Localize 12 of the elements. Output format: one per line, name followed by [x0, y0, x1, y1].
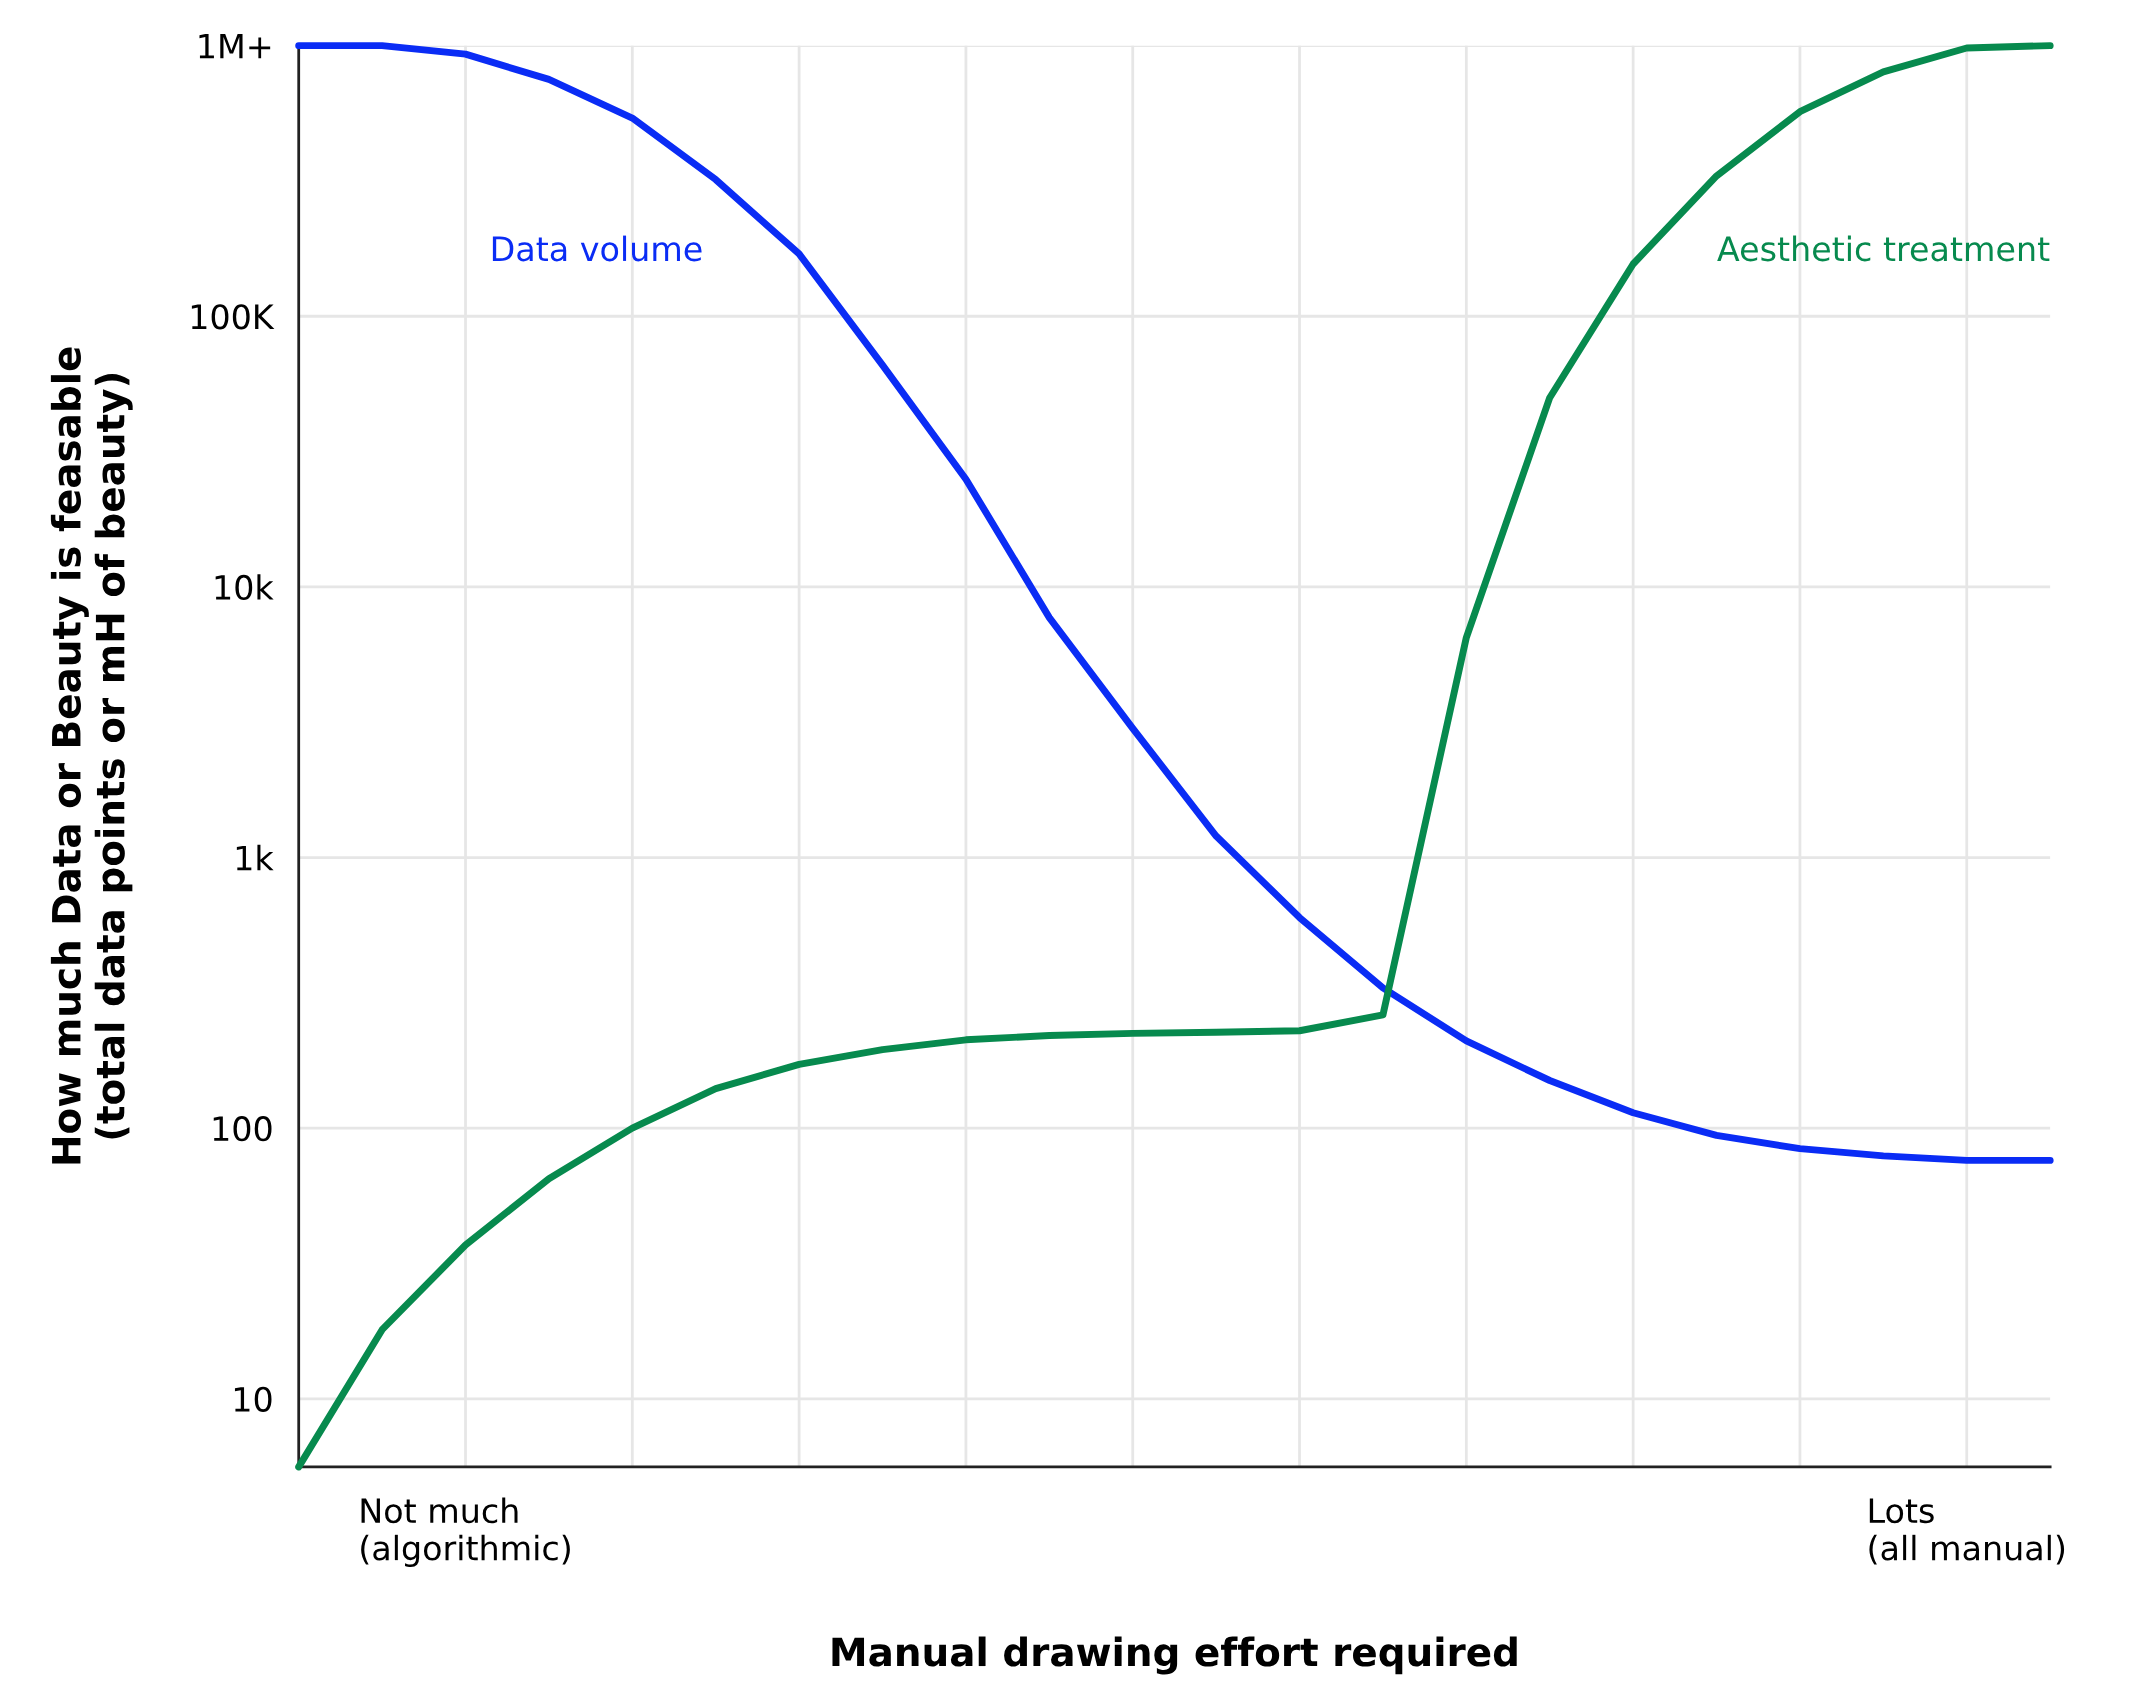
y-tick-label: 100 — [213, 1116, 272, 1142]
y-tick-label: 10 — [234, 1386, 272, 1412]
x-tick-label: Lots (all manual) — [1869, 1498, 2065, 1565]
y-tick-label: 10k — [215, 574, 274, 601]
y-tick-label: 100K — [191, 304, 275, 330]
series-label: Aesthetic treatment — [1717, 235, 2050, 262]
x-tick-label: Not much (algorithmic) — [361, 1497, 570, 1568]
series-label: Data volume — [492, 235, 702, 262]
y-axis-title: How much Data or Beauty is feasable (total data points or mH of beauty) — [50, 347, 133, 1164]
x-axis-title: Manual drawing effort required — [832, 1636, 1517, 1675]
y-tick-label: 1M+ — [199, 33, 271, 59]
y-tick-label: 1k — [236, 844, 274, 871]
